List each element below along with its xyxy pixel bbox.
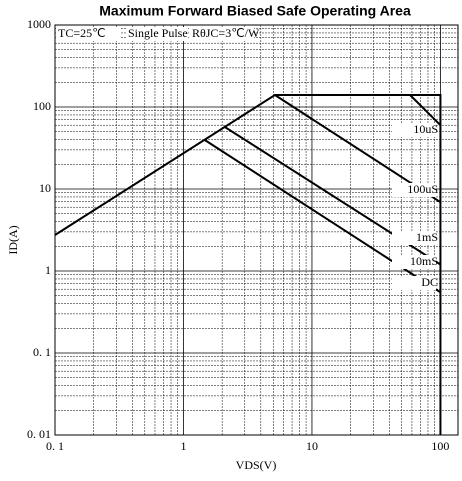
legend-bg	[392, 276, 436, 290]
y-tick-label: 0. 01	[27, 427, 51, 441]
legend-label: 100uS	[407, 182, 438, 196]
x-tick-label: 1	[180, 439, 186, 453]
curve	[409, 94, 442, 126]
x-tick-label: 0. 1	[46, 439, 64, 453]
annotation-bg	[56, 27, 120, 41]
legend-label: 10mS	[410, 254, 438, 268]
curve	[203, 138, 441, 294]
plot-frame	[54, 24, 459, 436]
annotation-bg	[126, 27, 188, 41]
annotation: RθJC=3℃/W	[192, 26, 260, 40]
x-tick-label: 10	[306, 439, 318, 453]
legend-bg	[392, 231, 436, 245]
legend-bg	[392, 255, 436, 269]
y-tick-label: 1	[45, 263, 51, 277]
y-tick-label: 0. 1	[33, 345, 51, 359]
annotation: Single Pulse	[128, 26, 188, 40]
annotation: TC=25℃	[58, 26, 106, 40]
legend-bg	[392, 123, 436, 137]
chart-title: Maximum Forward Biased Safe Operating Ar…	[99, 3, 411, 19]
legend-label: DC	[421, 275, 438, 289]
annotation-bg	[190, 27, 254, 41]
legend-label: 10uS	[413, 122, 438, 136]
y-tick-label: 10	[39, 181, 51, 195]
x-axis-label: VDS(V)	[236, 458, 277, 472]
legend-bg	[392, 183, 436, 197]
y-axis-label: ID(A)	[6, 225, 20, 254]
legend-label: 1mS	[416, 230, 438, 244]
x-tick-label: 100	[431, 439, 449, 453]
y-tick-label: 1000	[27, 17, 51, 31]
curve	[54, 94, 442, 435]
y-tick-label: 100	[33, 99, 51, 113]
